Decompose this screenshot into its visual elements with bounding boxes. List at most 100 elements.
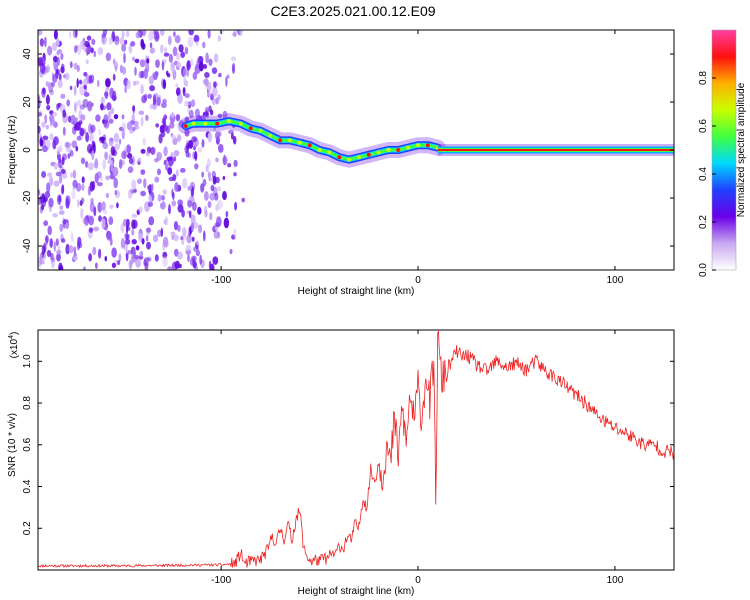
noise-blob [153,93,159,99]
ridge-point [297,140,302,145]
noise-blob [234,201,238,211]
noise-blob [134,66,137,76]
noise-blob [96,182,103,187]
noise-blob [76,135,82,141]
noise-blob [191,136,197,143]
colorbar-tick-label: 0.2 [698,215,709,229]
noise-blob [68,31,72,39]
ridge-point [215,121,220,126]
noise-blob [140,116,144,127]
noise-blob [195,41,199,46]
noise-blob [60,66,65,74]
noise-blob [154,176,160,183]
snr-frame [37,329,675,571]
noise-blob [104,151,108,160]
noise-blob [58,210,65,215]
noise-blob [175,52,180,61]
noise-blob [56,249,62,255]
noise-blob [134,58,140,64]
noise-blob [119,64,124,74]
noise-blob [91,38,96,46]
noise-blob [60,169,66,174]
noise-blob [194,265,198,270]
noise-blob [118,253,122,262]
noise-blob [47,172,53,177]
noise-blob [69,150,74,157]
noise-blob [48,82,54,93]
noise-blob [42,145,48,153]
noise-blob [132,105,135,112]
noise-blob [45,81,50,87]
noise-blob [108,111,111,121]
noise-blob [197,147,203,153]
noise-blob [189,210,192,219]
noise-blob [69,61,73,69]
noise-blob [112,73,116,81]
noise-blob [85,59,89,65]
noise-blob [171,135,176,141]
noise-blob [91,149,95,161]
noise-blob [39,138,44,147]
noise-blob [223,217,230,229]
noise-blob [172,46,178,57]
noise-blob [58,73,62,81]
noise-blob [66,147,72,153]
noise-blob [105,175,111,181]
noise-blob [135,258,142,268]
snr-panel: -100 0 100 0.2 0.4 0.6 0.8 1.0 Height of strai… [7,329,675,597]
noise-blob [186,60,191,71]
noise-blob [67,153,71,159]
noise-blob [121,129,126,140]
noise-blob [53,136,59,146]
noise-blob [159,30,165,36]
noise-blob [68,245,74,254]
noise-blob [45,235,49,246]
noise-blob [212,256,219,265]
noise-blob [167,167,173,175]
noise-blob [106,231,113,241]
noise-blob [109,138,114,147]
noise-blob [146,241,151,250]
noise-blob [170,111,175,118]
noise-blob [102,159,106,171]
noise-blob [51,81,56,88]
noise-blob [139,250,144,257]
noise-blob [59,223,64,232]
noise-blob [53,180,60,187]
colorbar-title: Normalized spectral amplitude [736,82,747,217]
noise-blob [39,252,43,261]
ridge-point [317,148,322,152]
noise-blob [156,229,162,237]
ridge-point [406,145,411,150]
noise-blob [64,141,70,149]
noise-blob [70,232,74,243]
noise-blob [138,232,143,243]
noise-blob [110,162,114,172]
noise-blob [135,245,140,251]
noise-blob [143,178,147,189]
noise-blob [151,102,158,110]
noise-blob [65,243,70,255]
noise-blob [76,78,79,88]
noise-blob [145,151,150,157]
noise-blob [194,150,198,160]
x-tick-label: 0 [415,275,421,286]
noise-blob [45,124,49,130]
ridge-point [248,126,253,131]
noise-blob [180,236,184,241]
noise-blob [145,235,149,242]
noise-blob [102,142,109,150]
noise-blob [65,222,69,229]
noise-blob [125,238,131,245]
noise-blob [79,85,85,96]
noise-blob [163,52,170,57]
noise-blob [58,265,64,270]
noise-blob [229,248,233,255]
noise-blob [177,94,183,104]
noise-blob [58,174,63,184]
noise-blob [105,78,111,88]
noise-blob [170,62,173,72]
noise-blob [161,102,167,109]
snr-x-ticks: -100 0 100 [211,330,624,586]
noise-blob [126,79,131,90]
